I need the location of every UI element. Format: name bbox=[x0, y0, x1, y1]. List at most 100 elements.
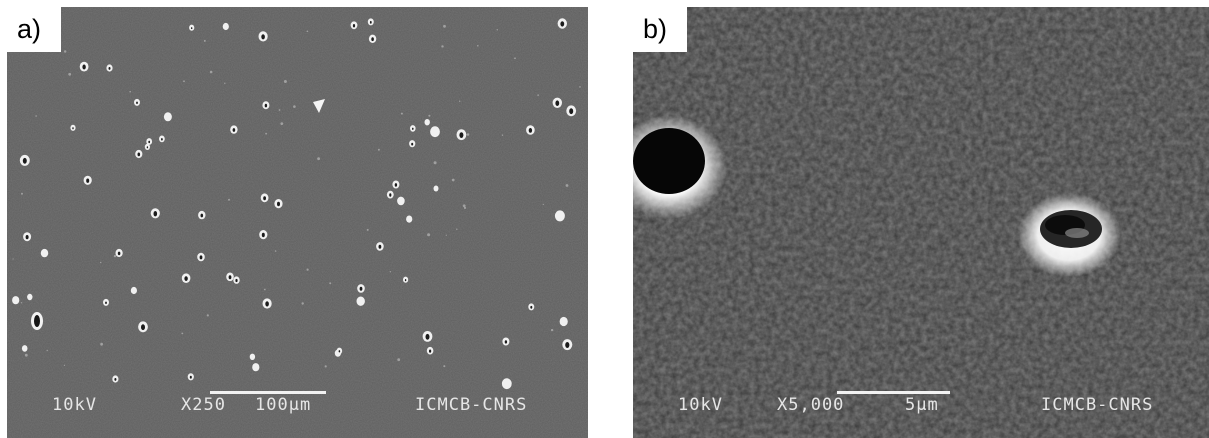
speck bbox=[324, 365, 327, 368]
sem-image-a bbox=[7, 7, 588, 438]
pore-hole bbox=[148, 140, 151, 144]
scale-length-a: 100µm bbox=[255, 395, 312, 415]
pore bbox=[406, 215, 413, 223]
speck bbox=[462, 204, 466, 208]
speck bbox=[397, 358, 401, 362]
pore-hole bbox=[261, 232, 265, 238]
magnification-b: X5,000 bbox=[777, 395, 845, 415]
speck bbox=[263, 288, 266, 291]
pore-hole bbox=[411, 142, 414, 146]
pore bbox=[433, 185, 439, 192]
pore-hole bbox=[394, 183, 398, 187]
speck bbox=[550, 328, 554, 332]
speck bbox=[329, 282, 332, 285]
speck bbox=[542, 203, 544, 205]
pore-hole bbox=[86, 178, 90, 183]
speck bbox=[463, 206, 467, 209]
speck bbox=[400, 112, 403, 115]
pore bbox=[356, 296, 365, 306]
panel-label-b: b) bbox=[633, 7, 687, 52]
pore-hole bbox=[565, 342, 570, 348]
speck bbox=[228, 198, 230, 201]
scale-bar-b bbox=[837, 391, 950, 394]
speck bbox=[443, 365, 446, 368]
pore bbox=[40, 248, 49, 258]
pore bbox=[222, 22, 229, 31]
pore-hole bbox=[137, 152, 141, 157]
pore-hole bbox=[235, 278, 238, 283]
speck bbox=[278, 109, 281, 111]
pore-hole bbox=[141, 324, 145, 331]
speck bbox=[501, 134, 504, 136]
pore-hole bbox=[429, 349, 432, 353]
pore-hole bbox=[117, 251, 121, 256]
pore-hole bbox=[72, 127, 74, 130]
speck bbox=[283, 80, 287, 83]
pore-hole bbox=[114, 378, 117, 381]
speck bbox=[496, 29, 498, 31]
pore-hole bbox=[184, 276, 188, 281]
speck bbox=[537, 94, 539, 96]
voltage-a: 10kV bbox=[52, 395, 97, 415]
pore bbox=[397, 196, 405, 206]
pore bbox=[249, 353, 256, 360]
speck bbox=[317, 157, 320, 161]
pore-hole bbox=[265, 301, 269, 307]
pore bbox=[12, 296, 20, 305]
speck bbox=[21, 192, 23, 195]
speck bbox=[224, 82, 226, 85]
pore-hole bbox=[555, 100, 560, 106]
pore bbox=[21, 345, 28, 352]
speck bbox=[466, 133, 470, 136]
scale-bar-a bbox=[210, 391, 326, 394]
pore-hole bbox=[528, 128, 533, 133]
speck bbox=[100, 342, 103, 346]
pore-hole bbox=[371, 37, 374, 42]
pore bbox=[554, 210, 565, 222]
pore-hole bbox=[263, 196, 266, 201]
speck bbox=[24, 353, 28, 357]
speck bbox=[477, 45, 479, 47]
pore-hole bbox=[199, 255, 203, 260]
speck bbox=[209, 70, 213, 74]
pore-hole bbox=[82, 64, 86, 70]
lab-name-b: ICMCB-CNRS bbox=[1041, 395, 1154, 415]
speck bbox=[428, 114, 431, 117]
micrograph-panel-b: b) 10kV X5,000 5µm ICMCB-CNRS bbox=[633, 7, 1209, 438]
pore-hole bbox=[146, 146, 149, 149]
pore-hole bbox=[412, 127, 414, 130]
pore-hole bbox=[261, 34, 265, 40]
pore-hole bbox=[352, 24, 356, 28]
speck bbox=[443, 24, 446, 28]
speck bbox=[68, 72, 72, 76]
pore-hole bbox=[338, 350, 341, 353]
pore bbox=[501, 378, 512, 390]
pore-hole bbox=[530, 305, 533, 309]
speck bbox=[306, 30, 309, 33]
pore-hole bbox=[161, 138, 163, 141]
speck bbox=[579, 86, 581, 88]
speck bbox=[366, 228, 369, 231]
pore-hole bbox=[359, 286, 363, 291]
speck bbox=[46, 349, 48, 352]
speck bbox=[181, 332, 184, 335]
speck bbox=[203, 39, 206, 42]
pores-a bbox=[12, 18, 581, 390]
pore-hole bbox=[264, 103, 268, 108]
pore-hole bbox=[425, 333, 430, 340]
pore-hole bbox=[459, 132, 464, 138]
speck bbox=[427, 233, 431, 237]
speck bbox=[451, 178, 455, 182]
pore-hole bbox=[153, 211, 158, 217]
pore-hole bbox=[277, 201, 280, 207]
pore-hole bbox=[378, 244, 382, 249]
pore-hole bbox=[22, 157, 27, 164]
pore bbox=[27, 293, 33, 301]
speck bbox=[456, 228, 458, 230]
speck bbox=[100, 261, 102, 264]
speck bbox=[64, 50, 67, 53]
pore-hole bbox=[389, 193, 392, 197]
sem-info-bar-b: 10kV X5,000 5µm ICMCB-CNRS bbox=[633, 391, 1209, 421]
pore-hole bbox=[569, 108, 574, 115]
speck bbox=[389, 271, 392, 273]
